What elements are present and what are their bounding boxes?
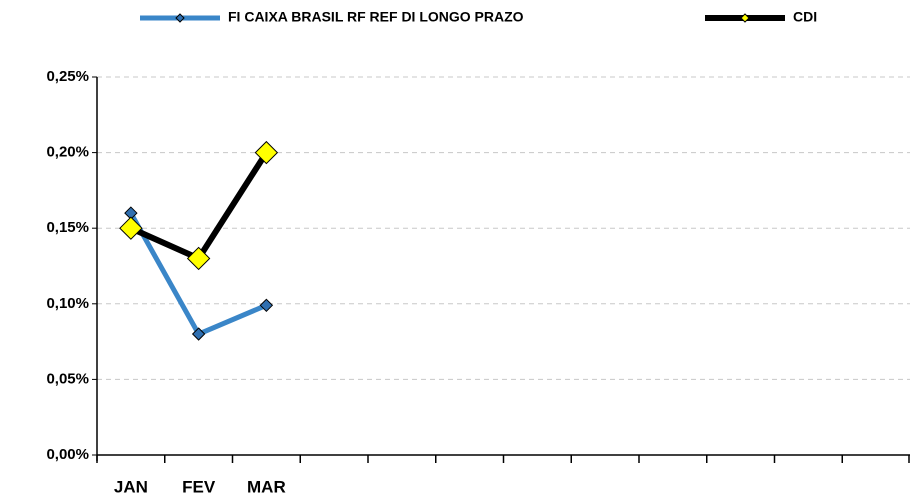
point-marker (191, 327, 206, 341)
point-marker (186, 246, 211, 271)
y-tick-label: 0,25% (46, 68, 89, 85)
y-tick-label: 0,05% (46, 370, 89, 387)
series-line (128, 211, 268, 337)
y-tick-label: 0,00% (46, 446, 89, 463)
x-tick-label: JAN (114, 477, 148, 496)
x-tick-label: FEV (182, 477, 216, 496)
series-line (129, 150, 269, 262)
point-marker (259, 298, 274, 313)
point-marker (119, 216, 143, 240)
legend-marker (175, 13, 185, 23)
legend-label: FI CAIXA BRASIL RF REF DI LONGO PRAZO (228, 9, 524, 25)
legend-label: CDI (793, 9, 817, 25)
y-tick-label: 0,10% (46, 295, 89, 312)
x-tick-label: MAR (247, 477, 286, 496)
legend-marker (740, 13, 750, 23)
y-tick-label: 0,15% (46, 219, 89, 236)
y-tick-label: 0,20% (46, 144, 89, 161)
point-marker (254, 140, 279, 165)
